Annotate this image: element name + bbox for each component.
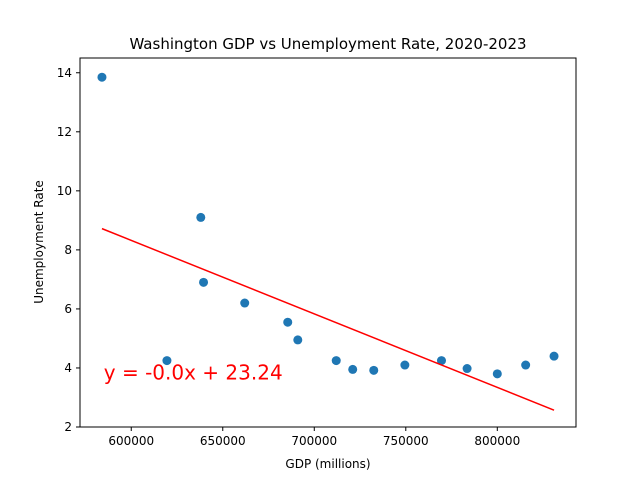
y-tick-label: 14 <box>57 66 72 80</box>
y-axis-ticks: 2 4 6 8 10 12 14 <box>57 66 80 434</box>
data-point <box>97 72 107 82</box>
data-point <box>240 298 250 308</box>
data-point <box>369 365 379 375</box>
x-tick-label: 650000 <box>200 434 246 448</box>
data-point <box>400 360 410 370</box>
regression-equation-annotation: y = -0.0x + 23.24 <box>104 360 283 384</box>
data-point <box>162 356 172 366</box>
data-point <box>521 360 531 370</box>
data-point <box>331 356 341 366</box>
data-point <box>293 335 303 345</box>
x-tick-label: 800000 <box>474 434 520 448</box>
data-point <box>492 369 502 379</box>
axes-frame <box>79 57 577 428</box>
y-tick-label: 10 <box>57 184 72 198</box>
data-point <box>549 351 559 361</box>
y-tick-label: 8 <box>64 243 72 257</box>
data-point <box>199 277 209 287</box>
data-point <box>348 364 358 374</box>
x-axis-label: GDP (millions) <box>285 457 370 471</box>
x-axis-ticks: 600000 650000 700000 750000 800000 <box>108 427 520 448</box>
y-axis-label: Unemployment Rate <box>32 180 46 304</box>
data-point <box>196 212 206 222</box>
y-tick-label: 6 <box>64 302 72 316</box>
plot-area <box>97 72 559 411</box>
data-point <box>462 364 472 374</box>
y-tick-label: 4 <box>64 361 72 375</box>
data-point <box>436 356 446 366</box>
chart-title: Washington GDP vs Unemployment Rate, 202… <box>129 35 526 53</box>
x-tick-label: 750000 <box>383 434 429 448</box>
y-tick-label: 2 <box>64 420 72 434</box>
regression-line <box>101 227 555 411</box>
data-point <box>283 317 293 327</box>
y-tick-label: 12 <box>57 125 72 139</box>
x-tick-label: 700000 <box>291 434 337 448</box>
x-tick-label: 600000 <box>108 434 154 448</box>
